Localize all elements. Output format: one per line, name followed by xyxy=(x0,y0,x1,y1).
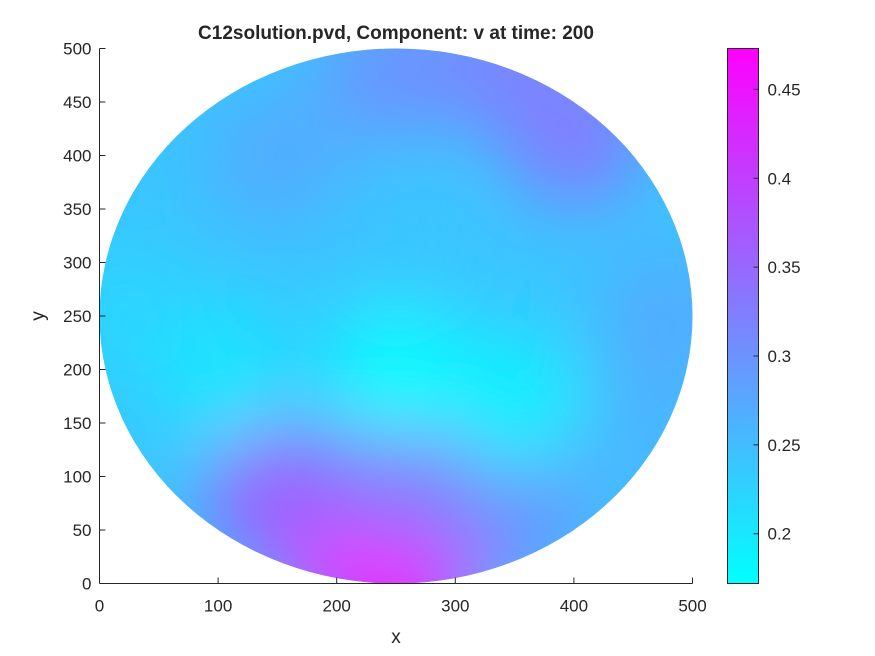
y-axis-label: y xyxy=(28,311,49,321)
y-tick-label: 350 xyxy=(63,200,91,219)
field-sample xyxy=(326,48,466,140)
colorbar: 0.2 0.25 0.3 0.35 0.4 0.45 xyxy=(727,48,801,584)
colorbar-tick-label: 0.2 xyxy=(768,525,792,544)
y-tick-label: 100 xyxy=(63,468,91,487)
x-tick-label: 300 xyxy=(441,597,469,616)
x-tick-label: 100 xyxy=(204,597,232,616)
colorbar-tick-label: 0.35 xyxy=(768,258,801,277)
colorbar-tick-label: 0.4 xyxy=(768,169,792,188)
field-sample xyxy=(598,246,693,386)
y-tick-label: 50 xyxy=(73,521,92,540)
y-tick-label: 450 xyxy=(63,93,91,112)
field-sample xyxy=(99,246,194,386)
field-sample xyxy=(444,48,585,140)
field-sample xyxy=(444,438,585,579)
field-sample xyxy=(207,85,348,226)
y-tick-label: 400 xyxy=(63,147,91,166)
y-tick-label: 500 xyxy=(63,40,91,59)
field-layer xyxy=(99,48,693,584)
field-sample xyxy=(207,427,348,568)
y-tick-label: 250 xyxy=(63,307,91,326)
colorbar-gradient xyxy=(727,48,759,584)
x-tick-label: 500 xyxy=(678,597,706,616)
x-axis-label: x xyxy=(391,627,401,648)
colorbar-tick-label: 0.45 xyxy=(768,80,801,99)
y-tick-label: 300 xyxy=(63,254,91,273)
field-sample xyxy=(444,331,585,472)
field-sample xyxy=(326,299,466,440)
x-tick-label: 200 xyxy=(323,597,351,616)
field-sample xyxy=(326,171,466,312)
plot-area: 0 100 200 300 400 500 0 50 100 150 200 250 300 350 40… xyxy=(63,40,707,616)
colorbar-tick-label: 0.3 xyxy=(768,347,792,366)
y-tick-label: 0 xyxy=(82,575,91,594)
field-sample xyxy=(326,406,466,547)
chart-title: C12solution.pvd, Component: v at time: 2… xyxy=(198,23,594,44)
x-tick-label: 0 xyxy=(95,597,104,616)
y-tick-label: 200 xyxy=(63,361,91,380)
colorbar-tick-label: 0.25 xyxy=(768,436,801,455)
x-tick-label: 400 xyxy=(560,597,588,616)
y-tick-label: 150 xyxy=(63,414,91,433)
